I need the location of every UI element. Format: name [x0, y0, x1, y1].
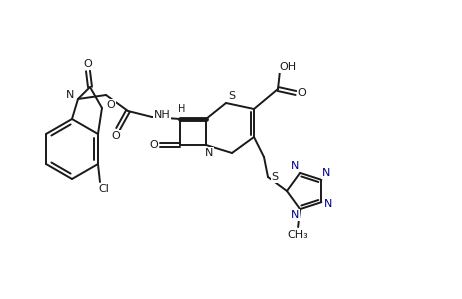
Text: NH: NH	[154, 110, 170, 120]
Text: Cl: Cl	[98, 184, 109, 194]
Text: N: N	[291, 161, 299, 171]
Text: O: O	[150, 140, 158, 150]
Text: N: N	[205, 148, 213, 158]
Text: N: N	[322, 168, 330, 178]
Text: S: S	[228, 91, 236, 101]
Text: O: O	[112, 131, 121, 141]
Text: OH: OH	[280, 62, 297, 72]
Text: O: O	[107, 100, 116, 110]
Text: O: O	[84, 59, 92, 69]
Text: S: S	[272, 172, 279, 182]
Text: N: N	[291, 210, 299, 220]
Text: N: N	[66, 90, 74, 100]
Text: CH₃: CH₃	[288, 230, 309, 240]
Text: H: H	[178, 104, 186, 114]
Text: O: O	[298, 88, 306, 98]
Text: N: N	[324, 199, 333, 209]
